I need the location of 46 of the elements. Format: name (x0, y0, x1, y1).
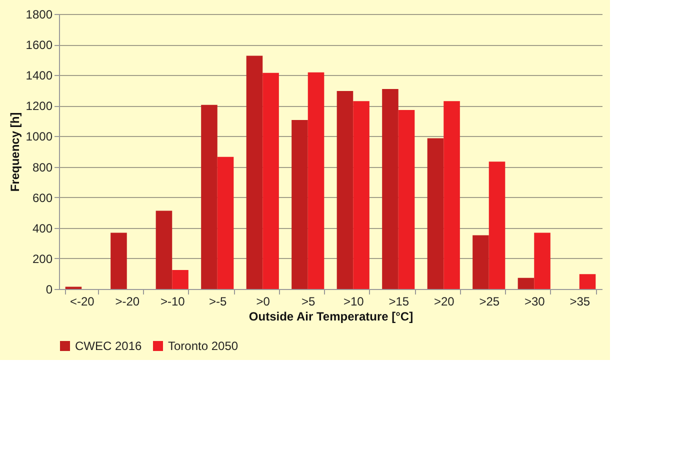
x-tick-label: >10 (343, 294, 364, 308)
y-tick-label: 800 (32, 160, 53, 174)
bar (336, 91, 354, 289)
x-tick-label: >0 (256, 294, 270, 308)
bar (262, 72, 279, 289)
y-tick-label: 1000 (26, 130, 53, 144)
legend-label: Toronto 2050 (168, 339, 238, 353)
x-tick-label: >-5 (209, 294, 228, 308)
bar (353, 101, 370, 289)
bar (518, 278, 534, 289)
y-axis-title: Frequency [h] (8, 112, 22, 192)
y-tick-label: 200 (32, 252, 53, 266)
bar (110, 232, 127, 289)
x-tick-label: >-10 (160, 294, 186, 308)
x-tick-label: >20 (434, 294, 455, 308)
bar (156, 210, 172, 289)
y-tick-label: 1400 (26, 68, 53, 83)
bar (444, 101, 460, 289)
y-tick-label: 1800 (26, 8, 53, 22)
bar (579, 274, 596, 289)
bar (217, 156, 234, 289)
bar (172, 270, 188, 289)
y-tick-label: 1200 (26, 99, 53, 114)
y-tick-label: 600 (32, 190, 53, 205)
legend-label: CWEC 2016 (75, 339, 142, 353)
x-tick-label: >35 (570, 294, 590, 308)
x-tick-label: >15 (388, 294, 410, 308)
bar (201, 104, 218, 289)
bar (308, 72, 324, 289)
y-tick-label: 400 (32, 221, 53, 236)
bar (246, 56, 263, 289)
x-tick-label: >30 (524, 294, 546, 308)
x-tick-label: >25 (479, 294, 500, 308)
bar (488, 162, 506, 289)
bar (472, 235, 489, 289)
x-tick-label: >5 (302, 294, 316, 308)
bar (534, 232, 550, 289)
y-tick-label: 0 (46, 282, 53, 296)
bar (398, 110, 415, 289)
x-tick-label: >-20 (115, 294, 140, 308)
bar (427, 138, 444, 289)
x-tick-label: <-20 (70, 294, 95, 308)
x-axis-title: Outside Air Temperature [°C] (248, 310, 414, 324)
bar (292, 120, 308, 289)
bar (382, 89, 398, 289)
y-tick-label: 1600 (26, 38, 53, 52)
